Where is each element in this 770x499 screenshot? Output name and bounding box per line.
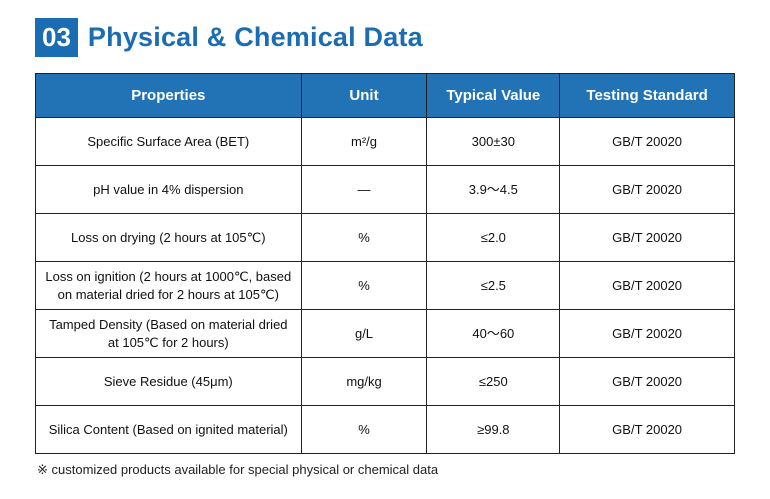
column-header-unit: Unit — [300, 73, 428, 118]
table-row: Loss on ignition (2 hours at 1000℃, base… — [35, 260, 735, 311]
column-header-testing-standard: Testing Standard — [559, 73, 735, 118]
table-row: Silica Content (Based on ignited materia… — [35, 405, 735, 455]
cell-property: Tamped Density (Based on material dried … — [35, 309, 302, 359]
cell-typical-value: ≤250 — [426, 357, 561, 407]
cell-property: Loss on drying (2 hours at 105℃) — [35, 213, 302, 262]
cell-testing-standard: GB/T 20020 — [559, 213, 735, 262]
cell-unit: % — [300, 260, 428, 311]
cell-unit: m²/g — [300, 117, 428, 166]
table-header-row: Properties Unit Typical Value Testing St… — [35, 73, 735, 118]
cell-unit: g/L — [300, 309, 428, 359]
cell-unit: — — [300, 165, 428, 214]
cell-unit: % — [300, 405, 428, 455]
cell-typical-value: ≤2.0 — [426, 213, 561, 262]
footnote: ※ customized products available for spec… — [37, 462, 439, 478]
cell-testing-standard: GB/T 20020 — [559, 260, 735, 311]
cell-typical-value: 40～60 — [426, 309, 561, 359]
cell-testing-standard: GB/T 20020 — [559, 405, 735, 455]
cell-property: Silica Content (Based on ignited materia… — [35, 405, 302, 455]
section-number: 03 — [35, 18, 78, 57]
cell-property: Loss on ignition (2 hours at 1000℃, base… — [35, 260, 302, 311]
column-header-typical-value: Typical Value — [426, 73, 561, 118]
cell-typical-value: ≥99.8 — [426, 405, 561, 455]
cell-testing-standard: GB/T 20020 — [559, 309, 735, 359]
section-header: 03 Physical & Chemical Data — [35, 18, 735, 57]
cell-property: pH value in 4% dispersion — [35, 165, 302, 214]
table-row: Loss on drying (2 hours at 105℃) % ≤2.0 … — [35, 213, 735, 262]
cell-property: Sieve Residue (45μm) — [35, 357, 302, 407]
cell-unit: % — [300, 213, 428, 262]
table-row: Tamped Density (Based on material dried … — [35, 309, 735, 359]
page-title: Physical & Chemical Data — [87, 22, 423, 52]
table-row: Specific Surface Area (BET) m²/g 300±30 … — [35, 117, 735, 166]
column-header-properties: Properties — [35, 73, 302, 118]
table-row: pH value in 4% dispersion — 3.9～4.5 GB/T… — [35, 165, 735, 214]
cell-property: Specific Surface Area (BET) — [35, 117, 302, 166]
cell-testing-standard: GB/T 20020 — [559, 117, 735, 166]
table-row: Sieve Residue (45μm) mg/kg ≤250 GB/T 200… — [35, 357, 735, 407]
cell-testing-standard: GB/T 20020 — [559, 165, 735, 214]
cell-testing-standard: GB/T 20020 — [559, 357, 735, 407]
cell-typical-value: 3.9～4.5 — [426, 165, 561, 214]
cell-typical-value: ≤2.5 — [426, 260, 561, 311]
physical-chemical-data-table: Properties Unit Typical Value Testing St… — [35, 73, 735, 455]
cell-typical-value: 300±30 — [426, 117, 561, 166]
cell-unit: mg/kg — [300, 357, 428, 407]
